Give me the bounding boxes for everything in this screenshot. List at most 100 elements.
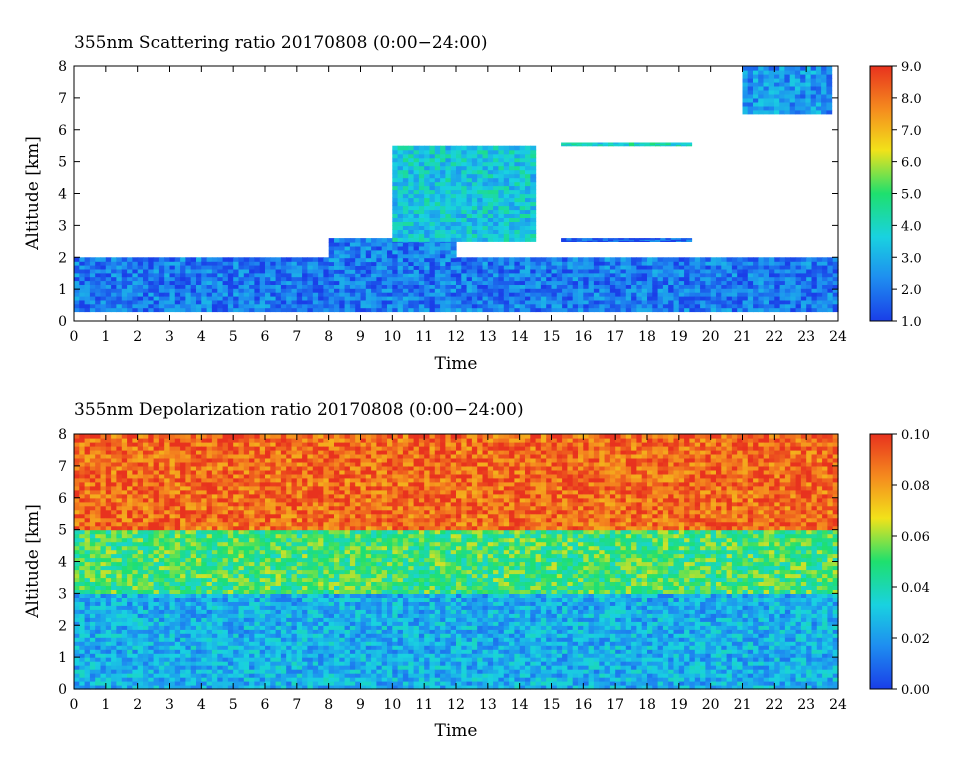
heatmap-cell	[456, 265, 462, 270]
heatmap-cell	[95, 609, 102, 614]
heatmap-cell	[668, 280, 675, 285]
heatmap-cell	[700, 257, 706, 262]
heatmap-cell	[466, 237, 473, 242]
heatmap-cell	[328, 681, 335, 686]
heatmap-cell	[655, 238, 661, 240]
heatmap-cell	[503, 307, 510, 313]
heatmap-cell	[530, 209, 537, 214]
heatmap-cell	[662, 265, 669, 270]
heatmap-cell	[487, 237, 494, 242]
heatmap-cell	[286, 681, 293, 686]
heatmap-cell	[180, 268, 186, 274]
heatmap-cell	[339, 601, 346, 606]
heatmap-cell	[805, 97, 812, 103]
heatmap-cell	[618, 238, 625, 240]
heatmap-cell	[418, 209, 425, 214]
heatmap-cell	[440, 229, 446, 234]
heatmap-cell	[397, 209, 404, 214]
heatmap-cell	[148, 303, 155, 309]
heatmap-cell	[360, 625, 367, 630]
heatmap-cell	[249, 609, 255, 614]
heatmap-cell	[174, 597, 181, 602]
heatmap-cell	[519, 205, 526, 211]
heatmap-cell	[100, 645, 107, 650]
heatmap-cell	[684, 299, 690, 305]
heatmap-cell	[408, 288, 415, 293]
heatmap-cell	[79, 303, 86, 309]
heatmap-cell	[360, 597, 367, 602]
heatmap-cell	[440, 193, 446, 199]
heatmap-cell	[644, 240, 651, 242]
heatmap-cell	[392, 621, 399, 626]
heatmap-cell	[774, 280, 781, 285]
heatmap-cell	[413, 217, 420, 222]
x-tick-label: 24	[829, 329, 847, 345]
heatmap-cell	[371, 661, 377, 666]
heatmap-cell	[111, 637, 117, 642]
heatmap-cell	[286, 641, 293, 646]
heatmap-cell	[222, 649, 229, 654]
heatmap-cell	[233, 653, 240, 658]
heatmap-cell	[742, 81, 749, 87]
heatmap-cell	[201, 673, 208, 678]
heatmap-cell	[190, 649, 197, 654]
heatmap-region	[392, 145, 537, 242]
heatmap-cell	[466, 229, 473, 234]
heatmap-cell	[132, 272, 139, 278]
heatmap-cell	[556, 307, 563, 313]
heatmap-cell	[286, 625, 293, 630]
heatmap-cell	[530, 169, 537, 175]
heatmap-cell	[678, 265, 685, 270]
heatmap-cell	[498, 284, 505, 289]
heatmap-cell	[445, 276, 452, 282]
heatmap-cell	[339, 242, 346, 247]
heatmap-cell	[222, 657, 229, 662]
heatmap-cell	[169, 617, 176, 622]
heatmap-cell	[169, 280, 176, 285]
heatmap-cell	[105, 625, 112, 630]
heatmap-cell	[100, 268, 107, 274]
heatmap-cell	[737, 307, 744, 313]
heatmap-cell	[822, 257, 828, 262]
heatmap-cell	[291, 621, 298, 626]
heatmap-cell	[498, 157, 505, 163]
heatmap-cell	[498, 229, 505, 234]
heatmap-cell	[471, 276, 478, 282]
heatmap-cell	[265, 685, 271, 690]
heatmap-cell	[461, 272, 468, 278]
heatmap-cell	[628, 239, 635, 241]
heatmap-cell	[111, 685, 117, 690]
heatmap-cell	[779, 296, 786, 301]
heatmap-cell	[413, 657, 420, 662]
heatmap-cell	[665, 142, 672, 145]
heatmap-cell	[344, 288, 351, 293]
heatmap-cell	[429, 621, 436, 626]
heatmap-cell	[259, 685, 266, 690]
heatmap-cell	[211, 593, 218, 598]
heatmap-cell	[440, 276, 446, 282]
heatmap-cell	[811, 284, 818, 289]
heatmap-cell	[365, 665, 372, 670]
heatmap-cell	[84, 673, 91, 678]
heatmap-cell	[392, 213, 399, 218]
heatmap-cell	[456, 157, 462, 163]
heatmap-cell	[334, 276, 340, 282]
heatmap-cell	[89, 601, 96, 606]
heatmap-cell	[466, 157, 473, 163]
heatmap-cell	[805, 78, 812, 83]
heatmap-cell	[816, 272, 823, 278]
heatmap-cell	[418, 145, 425, 151]
heatmap-cell	[832, 292, 839, 297]
heatmap-cell	[238, 268, 245, 274]
heatmap-cell	[450, 169, 457, 175]
heatmap-cell	[296, 613, 303, 618]
heatmap-cell	[567, 292, 574, 297]
heatmap-cell	[243, 276, 250, 282]
heatmap-cell	[196, 657, 202, 662]
heatmap-cell	[774, 66, 780, 71]
heatmap-cell	[397, 629, 404, 634]
heatmap-cell	[525, 201, 531, 207]
heatmap-cell	[116, 288, 123, 293]
heatmap-cell	[779, 303, 786, 309]
heatmap-cell	[270, 677, 277, 682]
